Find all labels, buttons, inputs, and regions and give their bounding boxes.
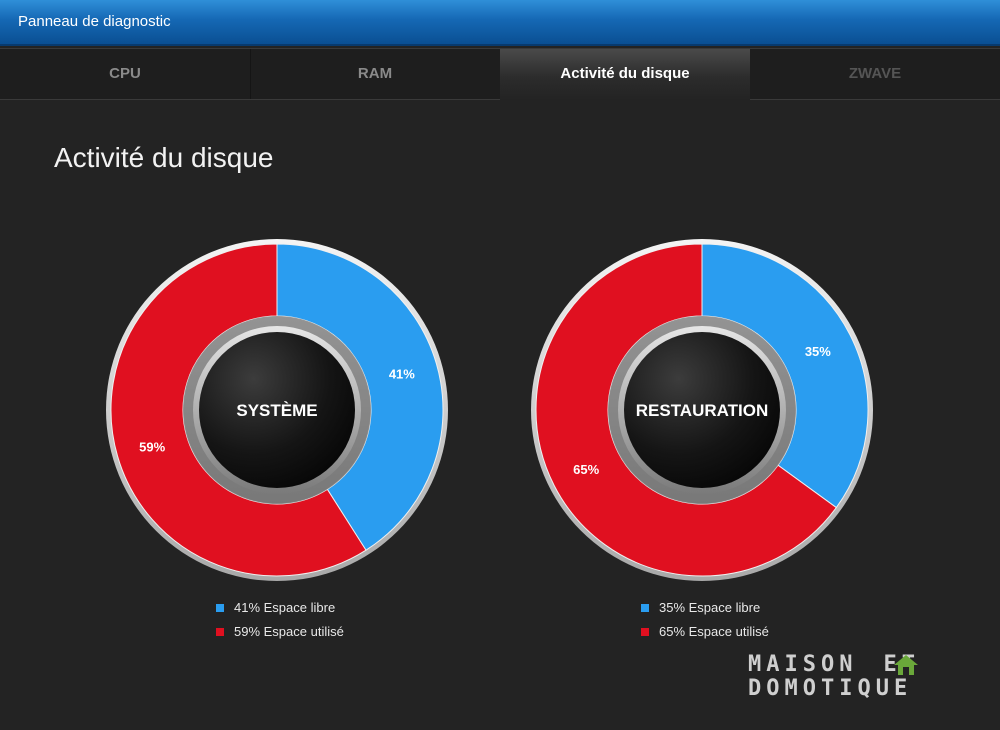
legend-item-used: 65% Espace utilisé bbox=[641, 620, 769, 644]
donut-chart-restauration: 35% 65% RESTAURATION bbox=[531, 239, 873, 581]
legend-label: 41% Espace libre bbox=[234, 600, 336, 615]
tab-cpu[interactable]: CPU bbox=[109, 65, 141, 82]
tab-disk-activity[interactable]: Activité du disque bbox=[500, 49, 750, 100]
slice-label: 59% bbox=[139, 439, 165, 454]
window-titlebar: Panneau de diagnostic bbox=[0, 0, 1000, 46]
legend-label: 59% Espace utilisé bbox=[234, 624, 344, 639]
site-logo: MAISONET DOMOTIQUE bbox=[748, 652, 963, 702]
hub-center bbox=[624, 332, 780, 488]
donut-chart-systeme: 41% 59% SYSTÈME bbox=[106, 239, 448, 581]
legend-item-free: 35% Espace libre bbox=[641, 596, 769, 620]
tab-bar: CPU RAM Activité du disque ZWAVE bbox=[0, 48, 1000, 100]
page-title: Activité du disque bbox=[54, 142, 274, 173]
slice-used-space bbox=[535, 243, 837, 577]
donut-center-label: RESTAURATION bbox=[636, 401, 769, 420]
legend-swatch-used bbox=[641, 627, 649, 636]
legend-item-free: 41% Espace libre bbox=[216, 596, 344, 620]
slice-label: 35% bbox=[805, 344, 831, 359]
slice-free-space bbox=[701, 243, 869, 509]
slice-used-space bbox=[110, 243, 367, 577]
house-icon bbox=[894, 655, 918, 675]
legend-systeme: 41% Espace libre 59% Espace utilisé bbox=[216, 596, 344, 644]
hub-center bbox=[199, 332, 355, 488]
slice-label: 41% bbox=[389, 367, 415, 382]
logo-line-2: DOMOTIQUE bbox=[748, 676, 913, 701]
legend-swatch-used bbox=[216, 627, 224, 636]
legend-restauration: 35% Espace libre 65% Espace utilisé bbox=[641, 596, 769, 644]
tab-divider bbox=[250, 49, 251, 99]
donut-center-label: SYSTÈME bbox=[236, 401, 317, 420]
slice-free-space bbox=[276, 243, 444, 551]
logo-line-1: MAISONET bbox=[748, 652, 915, 677]
legend-label: 35% Espace libre bbox=[659, 600, 761, 615]
tab-ram[interactable]: RAM bbox=[357, 65, 393, 82]
slice-label: 65% bbox=[573, 462, 599, 477]
window-title: Panneau de diagnostic bbox=[18, 13, 171, 30]
legend-item-used: 59% Espace utilisé bbox=[216, 620, 344, 644]
tab-zwave[interactable]: ZWAVE bbox=[848, 65, 902, 82]
legend-swatch-free bbox=[641, 603, 649, 612]
legend-swatch-free bbox=[216, 603, 224, 612]
legend-label: 65% Espace utilisé bbox=[659, 624, 769, 639]
